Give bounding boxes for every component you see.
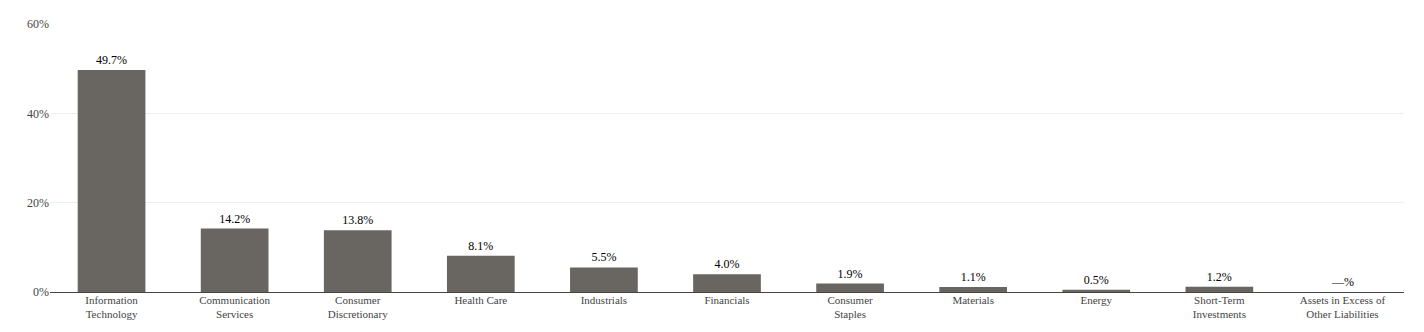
- svg-text:14.2%: 14.2%: [219, 212, 250, 226]
- svg-text:Energy: Energy: [1080, 294, 1112, 306]
- svg-text:ConsumerStaples: ConsumerStaples: [827, 294, 873, 320]
- svg-text:1.2%: 1.2%: [1207, 270, 1232, 284]
- svg-text:InformationTechnology: InformationTechnology: [85, 294, 138, 320]
- svg-text:4.0%: 4.0%: [715, 257, 740, 271]
- svg-text:—%: —%: [1331, 275, 1354, 289]
- svg-text:40%: 40%: [27, 107, 49, 121]
- svg-text:1.1%: 1.1%: [961, 270, 986, 284]
- svg-text:Financials: Financials: [704, 294, 749, 306]
- svg-text:0%: 0%: [33, 285, 49, 299]
- svg-text:8.1%: 8.1%: [468, 239, 493, 253]
- svg-text:Short-TermInvestments: Short-TermInvestments: [1193, 294, 1246, 320]
- svg-text:13.8%: 13.8%: [342, 213, 373, 227]
- svg-text:20%: 20%: [27, 196, 49, 210]
- svg-text:5.5%: 5.5%: [591, 250, 616, 264]
- svg-text:CommunicationServices: CommunicationServices: [199, 294, 270, 320]
- svg-text:Industrials: Industrials: [581, 294, 627, 306]
- svg-text:Health Care: Health Care: [454, 294, 507, 306]
- svg-text:Materials: Materials: [952, 294, 994, 306]
- svg-text:60%: 60%: [27, 17, 49, 31]
- svg-text:Assets in Excess ofOther Liabi: Assets in Excess ofOther Liabilities: [1300, 294, 1386, 320]
- svg-text:0.5%: 0.5%: [1084, 273, 1109, 287]
- svg-text:1.9%: 1.9%: [838, 267, 863, 281]
- svg-text:ConsumerDiscretionary: ConsumerDiscretionary: [328, 294, 388, 320]
- svg-text:49.7%: 49.7%: [96, 53, 127, 67]
